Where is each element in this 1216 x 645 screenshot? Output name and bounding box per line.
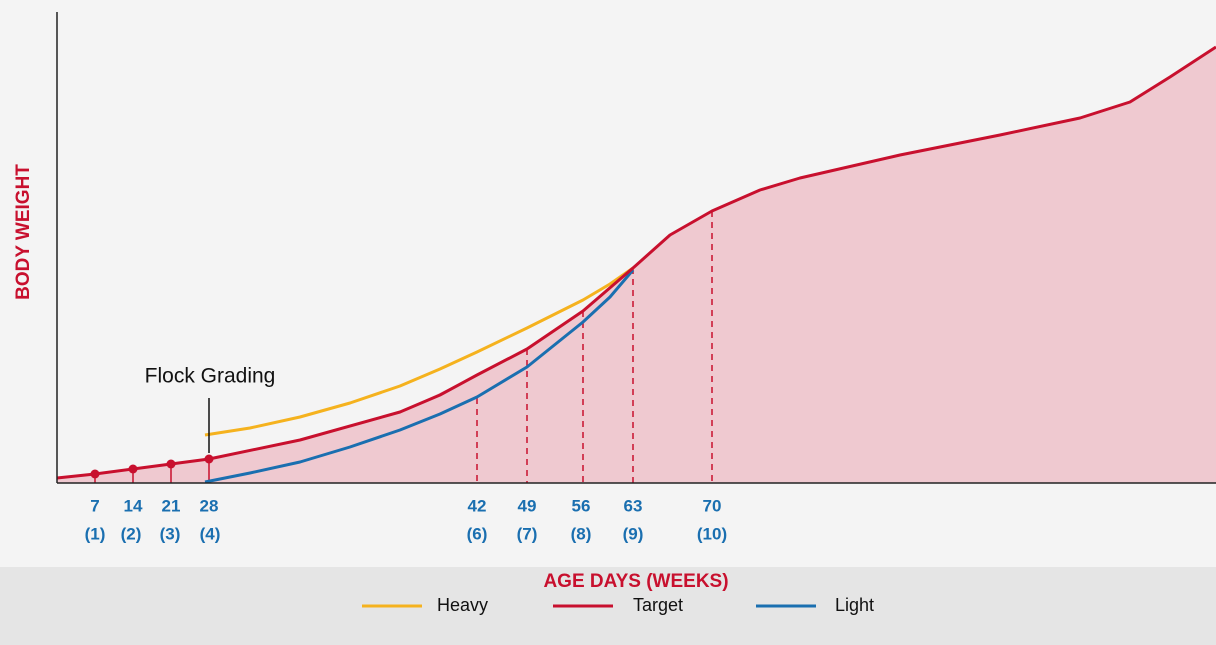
grading-dots (90, 454, 214, 479)
legend-label: Light (835, 595, 874, 615)
guide-lines (476, 211, 713, 483)
day-label: 42 (468, 496, 487, 515)
target-line (56, 45, 1216, 480)
week-label: (2) (121, 524, 142, 543)
week-label: (4) (200, 524, 221, 543)
dot (166, 459, 176, 469)
day-label: 70 (703, 496, 722, 515)
week-label: (6) (467, 524, 488, 543)
annotation: Flock Grading (145, 365, 276, 388)
week-label: (10) (697, 524, 727, 543)
y-axis-label: BODY WEIGHT (13, 164, 34, 300)
dot (204, 454, 214, 464)
day-label: 49 (518, 496, 537, 515)
x-axis-label: AGE DAYS (WEEKS) (543, 571, 728, 592)
week-label: (7) (517, 524, 538, 543)
day-label: 21 (162, 496, 181, 515)
legend-label: Heavy (437, 595, 488, 615)
week-label: (8) (571, 524, 592, 543)
day-label: 14 (124, 496, 143, 515)
week-label: (3) (160, 524, 181, 543)
legend-label: Target (633, 595, 683, 615)
heavy-line (204, 266, 634, 437)
day-label: 63 (624, 496, 643, 515)
light-line (204, 269, 635, 484)
dot (90, 469, 100, 479)
day-label: 28 (200, 496, 219, 515)
week-label: (1) (85, 524, 106, 543)
week-label: (9) (623, 524, 644, 543)
dot (128, 464, 138, 474)
day-label: 56 (572, 496, 591, 515)
day-label: 7 (90, 496, 99, 515)
